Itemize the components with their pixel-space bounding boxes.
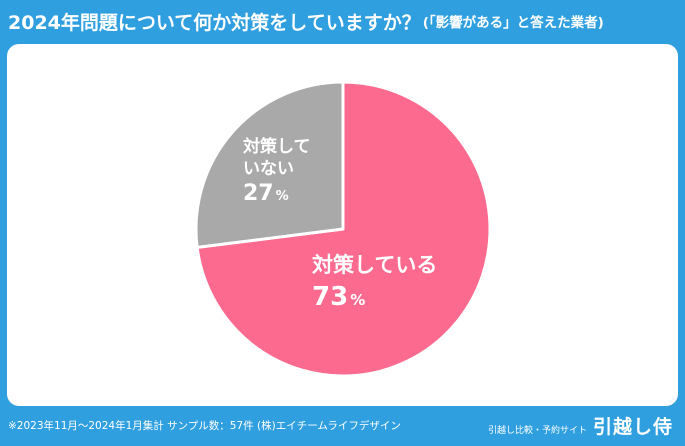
slice-label-2: 対策していない 27% xyxy=(242,136,311,206)
slice-label-1: 対策している 73% xyxy=(312,253,437,312)
pie-slice-2 xyxy=(194,80,345,249)
brand-logo: 引越し比較・予約サイト 引越し侍 xyxy=(488,412,673,439)
chart-card: 対策している 73% 対策していない 27% xyxy=(7,44,678,406)
chart-title: 2024年問題について何か対策をしていますか？ (「影響がある」と答えた業者) xyxy=(0,0,685,42)
brand-tagline: 引越し比較・予約サイト xyxy=(487,426,587,436)
brand-name: 引越し侍 xyxy=(592,416,673,438)
footer: ※2023年11月～2024年1月集計 サンプル数：57件 (株)エイチームライ… xyxy=(0,406,685,446)
title-sub: (「影響がある」と答えた業者) xyxy=(422,15,604,31)
footer-note: ※2023年11月～2024年1月集計 サンプル数：57件 (株)エイチームライ… xyxy=(8,420,401,432)
pie-chart: 対策している 73 %対策していない 27% xyxy=(194,80,492,378)
title-main: 2024年問題について何か対策をしていますか？ xyxy=(8,11,421,34)
